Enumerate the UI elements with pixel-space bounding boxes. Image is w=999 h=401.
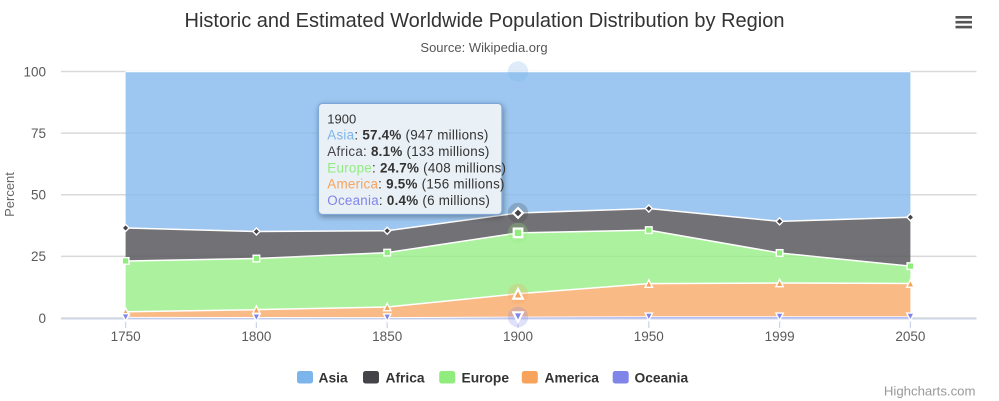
svg-text:Source: Wikipedia.org: Source: Wikipedia.org <box>420 40 547 55</box>
svg-text:Africa: Africa <box>386 370 425 385</box>
svg-text:1750: 1750 <box>111 329 141 344</box>
svg-text:Africa: 8.1% (133 millions): Africa: 8.1% (133 millions) <box>327 144 489 159</box>
svg-text:Oceania: 0.4% (6 millions): Oceania: 0.4% (6 millions) <box>327 193 490 208</box>
svg-text:50: 50 <box>31 188 46 203</box>
svg-text:Oceania: Oceania <box>635 370 689 385</box>
svg-text:Highcharts.com: Highcharts.com <box>884 383 976 398</box>
svg-text:Asia: Asia <box>319 370 348 385</box>
svg-text:2050: 2050 <box>895 329 925 344</box>
svg-text:Asia: 57.4% (947 millions): Asia: 57.4% (947 millions) <box>327 128 488 143</box>
svg-text:Historic and Estimated Worldwi: Historic and Estimated Worldwide Populat… <box>185 10 785 32</box>
svg-text:1950: 1950 <box>634 329 664 344</box>
svg-text:Percent: Percent <box>2 172 17 217</box>
svg-text:1850: 1850 <box>372 329 402 344</box>
svg-text:1999: 1999 <box>765 329 795 344</box>
svg-text:America: 9.5% (156 millions): America: 9.5% (156 millions) <box>327 177 504 192</box>
svg-text:Europe: 24.7% (408 millions): Europe: 24.7% (408 millions) <box>327 160 506 175</box>
svg-text:1900: 1900 <box>327 111 356 126</box>
svg-text:0: 0 <box>38 311 46 326</box>
svg-text:1800: 1800 <box>241 329 271 344</box>
svg-text:100: 100 <box>23 64 46 79</box>
svg-text:75: 75 <box>31 126 46 141</box>
svg-text:Europe: Europe <box>462 370 510 385</box>
svg-text:25: 25 <box>31 249 46 264</box>
svg-text:1900: 1900 <box>503 329 533 344</box>
svg-text:America: America <box>545 370 600 385</box>
